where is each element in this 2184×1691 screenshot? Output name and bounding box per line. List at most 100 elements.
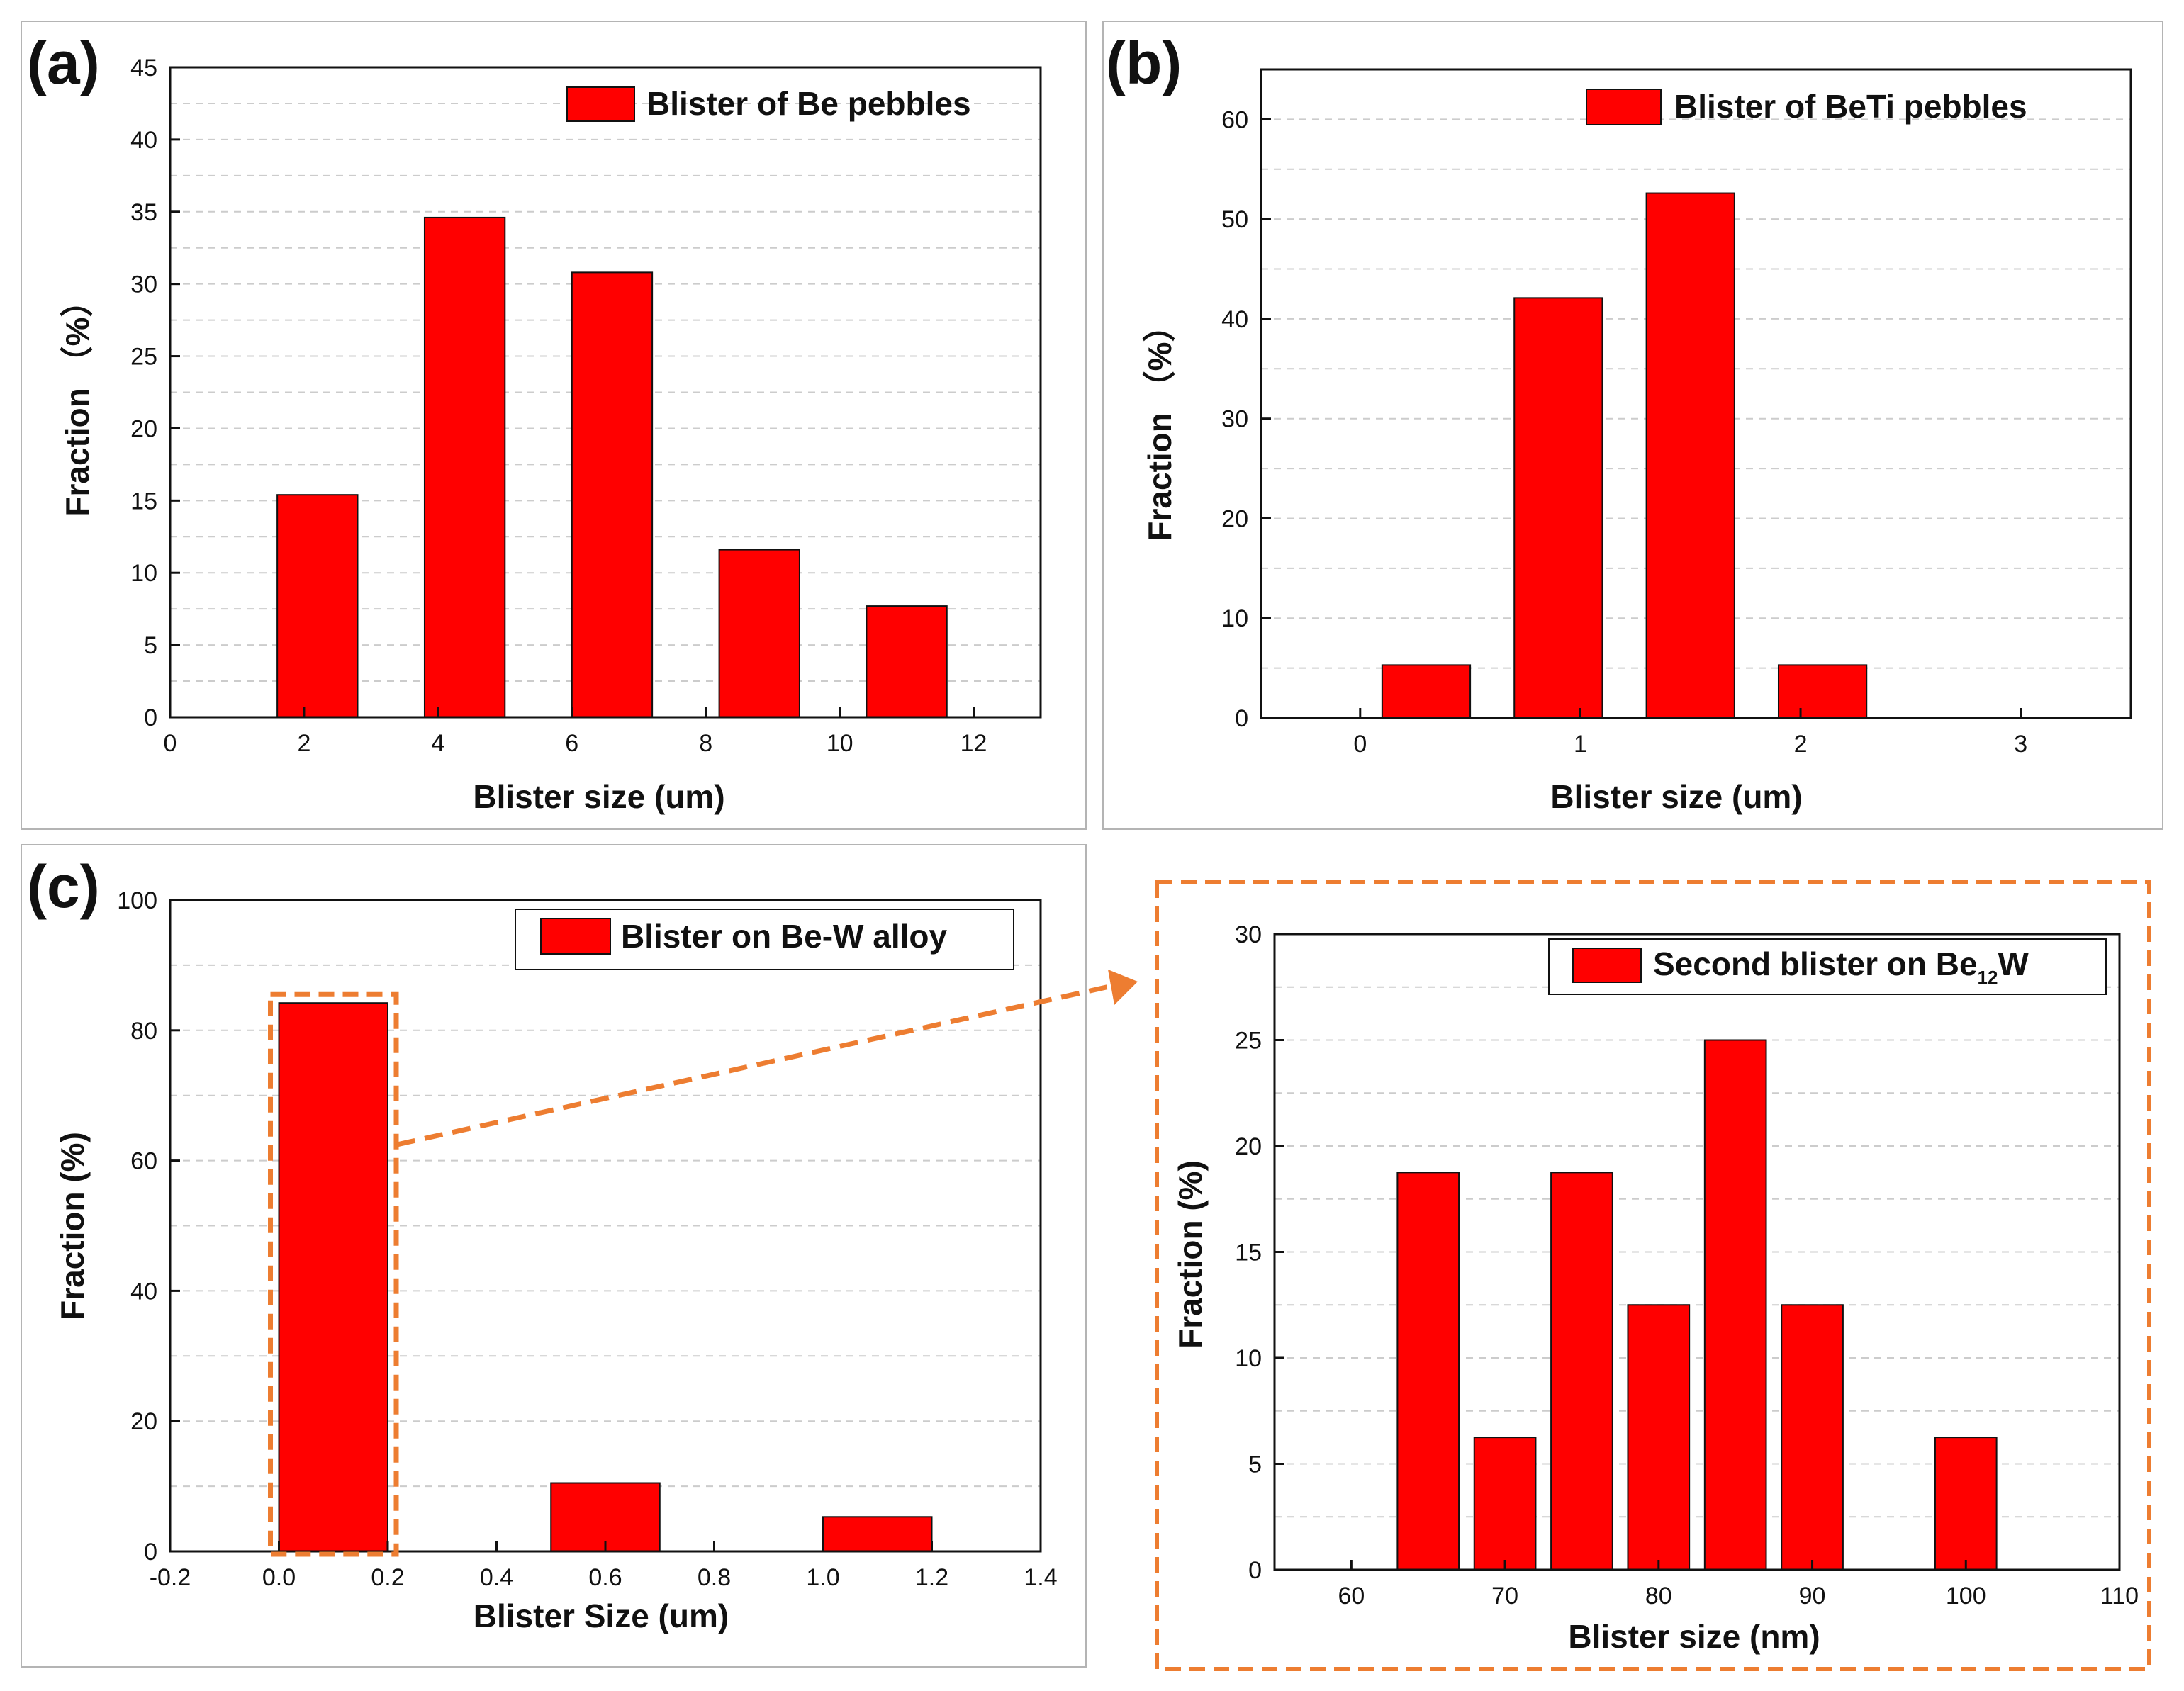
y-axis-label-b: Fraction （%） bbox=[1141, 309, 1178, 541]
x-axis-label-zoom: Blister size (nm) bbox=[1568, 1618, 1820, 1655]
y-tick-label: 20 bbox=[1221, 505, 1248, 532]
x-tick-label: 1 bbox=[1574, 731, 1587, 758]
legend-b: Blister of BeTi pebbles bbox=[1586, 88, 2027, 125]
y-tick-label: 25 bbox=[130, 344, 157, 371]
y-tick-label: 20 bbox=[130, 1408, 157, 1435]
x-tick-label: 0.2 bbox=[371, 1564, 404, 1591]
panel-label-b: (b) bbox=[1106, 30, 1182, 96]
legend-main-zoom: Second blister on Be bbox=[1653, 945, 1978, 982]
y-tick-label: 25 bbox=[1235, 1028, 1262, 1055]
y-tick-label: 40 bbox=[130, 127, 157, 154]
y-tick-label: 35 bbox=[130, 199, 157, 226]
legend-swatch-zoom bbox=[1572, 948, 1642, 983]
panel-label-c: (c) bbox=[27, 853, 100, 920]
axis-ticks-a: 0 2 4 6 8 10 12 0 5 10 15 20 25 30 35 40 45 bbox=[130, 55, 987, 757]
y-tick-label: 60 bbox=[1221, 106, 1248, 133]
zoom-arrow bbox=[396, 970, 1138, 1147]
y-tick-label: 50 bbox=[1221, 206, 1248, 233]
axis-ticks-c: -0.2 0.0 0.2 0.4 0.6 0.8 1.0 1.2 1.4 0 20 40 60 80 100 bbox=[117, 887, 1057, 1591]
x-tick-label: 60 bbox=[1338, 1583, 1365, 1609]
x-tick-label: -0.2 bbox=[150, 1564, 191, 1591]
y-tick-label: 5 bbox=[144, 632, 157, 659]
bar-a-2 bbox=[571, 271, 654, 718]
x-tick-label: 12 bbox=[961, 730, 987, 757]
y-tick-label: 40 bbox=[1221, 306, 1248, 333]
x-tick-label: 0 bbox=[164, 730, 177, 757]
y-tick-label: 40 bbox=[130, 1278, 157, 1305]
x-tick-label: 80 bbox=[1645, 1583, 1672, 1609]
bar-a-0 bbox=[276, 494, 359, 719]
x-tick-label: 1.2 bbox=[915, 1564, 948, 1591]
x-axis-label-a: Blister size (um) bbox=[473, 778, 724, 815]
y-tick-label: 60 bbox=[130, 1148, 157, 1175]
x-tick-label: 2 bbox=[297, 730, 310, 757]
legend-label-a: Blister of Be pebbles bbox=[646, 85, 971, 122]
x-tick-label: 4 bbox=[431, 730, 444, 757]
x-axis-label-c: Blister Size (um) bbox=[474, 1597, 729, 1634]
x-tick-label: 0.8 bbox=[698, 1564, 731, 1591]
x-tick-label: 8 bbox=[699, 730, 712, 757]
legend-label-zoom: Second blister on Be12W bbox=[1653, 945, 2029, 988]
y-tick-label: 0 bbox=[1235, 705, 1248, 732]
y-tick-label: 45 bbox=[130, 55, 157, 82]
x-tick-label: 1.0 bbox=[806, 1564, 839, 1591]
y-tick-label: 0 bbox=[144, 1539, 157, 1566]
y-tick-label: 15 bbox=[130, 488, 157, 515]
bar-zoom-3 bbox=[1627, 1304, 1691, 1571]
y-axis-label-a: Fraction （%） bbox=[59, 284, 96, 516]
x-tick-label: 70 bbox=[1491, 1583, 1518, 1609]
y-tick-label: 10 bbox=[1221, 605, 1248, 632]
x-tick-label: 10 bbox=[827, 730, 853, 757]
y-tick-label: 10 bbox=[130, 560, 157, 587]
bar-zoom-1 bbox=[1473, 1437, 1537, 1571]
plot-area-a bbox=[169, 66, 1042, 719]
bar-c-1 bbox=[550, 1482, 661, 1552]
legend-c: Blister on Be-W alloy bbox=[515, 909, 1014, 970]
y-tick-label: 15 bbox=[1235, 1240, 1262, 1266]
legend-subscript-zoom: 12 bbox=[1978, 967, 1998, 988]
y-tick-label: 80 bbox=[130, 1018, 157, 1045]
bars-c bbox=[278, 1002, 933, 1552]
x-tick-label: 0.0 bbox=[262, 1564, 296, 1591]
bar-b-3 bbox=[1777, 664, 1868, 719]
bar-a-3 bbox=[718, 549, 800, 719]
y-axis-label-zoom: Fraction (%) bbox=[1172, 1160, 1209, 1349]
x-tick-label: 100 bbox=[1946, 1583, 1986, 1609]
bar-b-2 bbox=[1645, 192, 1735, 719]
legend-swatch-c bbox=[540, 918, 611, 955]
x-axis-label-b: Blister size (um) bbox=[1550, 778, 1802, 815]
y-tick-label: 5 bbox=[1248, 1451, 1262, 1478]
y-tick-label: 0 bbox=[1248, 1557, 1262, 1584]
legend-label-c: Blister on Be-W alloy bbox=[621, 918, 947, 955]
x-tick-label: 2 bbox=[1794, 731, 1808, 758]
y-tick-label: 30 bbox=[1221, 406, 1248, 433]
bars-b bbox=[1381, 192, 1868, 719]
y-tick-label: 20 bbox=[1235, 1133, 1262, 1160]
legend-suffix-zoom: W bbox=[1998, 945, 2029, 982]
legend-label-b: Blister of BeTi pebbles bbox=[1674, 88, 2027, 125]
bar-zoom-2 bbox=[1550, 1172, 1613, 1571]
y-tick-label: 30 bbox=[1235, 921, 1262, 948]
bar-zoom-5 bbox=[1781, 1304, 1844, 1571]
y-tick-label: 30 bbox=[130, 271, 157, 298]
bar-b-0 bbox=[1381, 664, 1472, 719]
highlight-box bbox=[268, 991, 399, 1557]
x-tick-label: 0.4 bbox=[480, 1564, 513, 1591]
legend-zoom: Second blister on Be12W bbox=[1548, 938, 2107, 995]
legend-swatch-b bbox=[1586, 89, 1662, 125]
bars-a bbox=[276, 216, 948, 719]
x-tick-label: 3 bbox=[2014, 731, 2027, 758]
x-tick-label: 90 bbox=[1799, 1583, 1826, 1609]
bar-a-4 bbox=[866, 605, 948, 719]
y-tick-label: 100 bbox=[117, 887, 157, 914]
axis-ticks-zoom: 60 70 80 90 100 110 0 5 10 15 20 25 30 bbox=[1235, 921, 2139, 1609]
bars-zoom bbox=[1396, 1039, 1998, 1571]
bar-c-2 bbox=[822, 1516, 933, 1552]
panel-zoom: 60 70 80 90 100 110 0 5 10 15 20 25 30 Blister size … bbox=[1155, 880, 2151, 1671]
x-tick-label: 0.6 bbox=[588, 1564, 622, 1591]
x-tick-label: 110 bbox=[2100, 1583, 2139, 1609]
panel-a: 0 2 4 6 8 10 12 0 5 10 15 20 25 30 35 40 45 (a) Blister … bbox=[21, 21, 1087, 830]
